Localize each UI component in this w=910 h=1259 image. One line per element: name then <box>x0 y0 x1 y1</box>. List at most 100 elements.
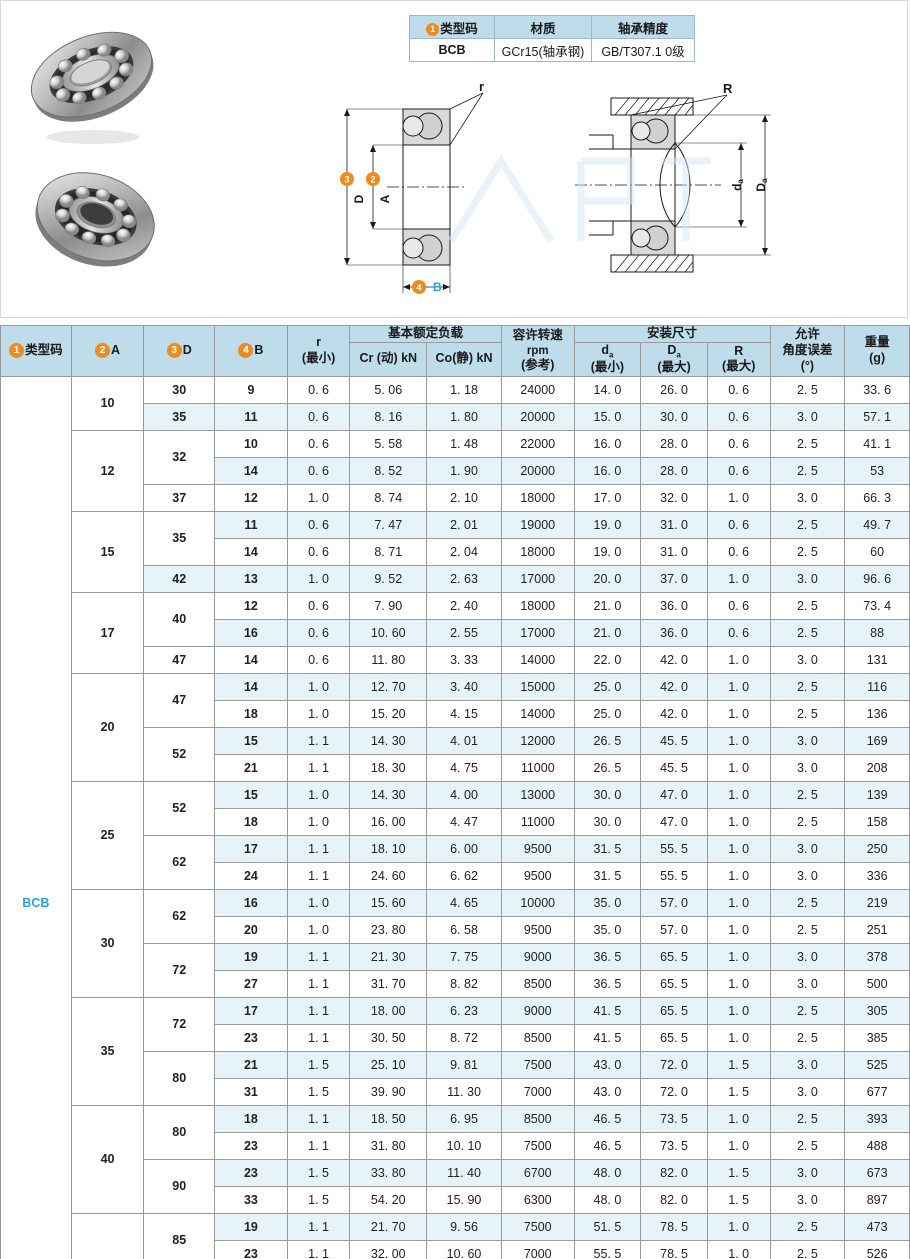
header-type-code: 1 类型码 <box>0 325 72 377</box>
header-mounting-group: 安装尺寸 <box>573 325 771 343</box>
cell-R: 0. 6 <box>706 510 771 539</box>
cell-angle: 2. 5 <box>769 456 846 485</box>
cell-D: 72 <box>143 942 216 998</box>
header-weight: 重量 (g) <box>844 325 910 377</box>
cell-Da: 73. 5 <box>640 1131 708 1160</box>
cell-Da: 42. 0 <box>640 672 708 701</box>
cell-da: 14. 0 <box>573 375 642 404</box>
cell-A: 25 <box>70 780 145 890</box>
spec-summary-table: 1 类型码 材质 轴承精度 BCB GCr15(轴承钢) GB/T307.1 0级 <box>409 15 695 62</box>
cell-R: 1. 0 <box>706 780 771 809</box>
cell-R: 1. 0 <box>706 699 771 728</box>
cell-B: 15 <box>214 780 288 809</box>
cell-da: 21. 0 <box>573 591 642 620</box>
cell-R: 1. 5 <box>706 1158 771 1187</box>
cell-rpm: 11000 <box>500 753 575 782</box>
cell-Cr: 11. 80 <box>349 645 428 674</box>
diagram-label-B: 4 B <box>412 280 442 294</box>
table-row: 20 47 14 1. 0 12. 70 3. 40 15000 25. 0 42. 0 1. 0… <box>1 672 910 782</box>
cell-rpm: 18000 <box>500 483 575 512</box>
cell-angle: 2. 5 <box>769 618 846 647</box>
cell-angle: 2. 5 <box>769 672 846 701</box>
cell-r: 0. 6 <box>286 429 351 458</box>
cell-D: 85 <box>143 1212 216 1259</box>
cell-Cr: 8. 52 <box>349 456 428 485</box>
cell-Da: 31. 0 <box>640 510 708 539</box>
badge-1-icon: 1 <box>426 22 440 36</box>
table-row: 21 1. 1 18. 30 4. 75 11000 26. 5 45. 5 1. 0 3. 0… <box>1 753 910 782</box>
cell-Co: 8. 72 <box>426 1023 502 1052</box>
cell-Da: 47. 0 <box>640 807 708 836</box>
table-row: 16 0. 6 10. 60 2. 55 17000 21. 0 36. 0 0. 6 2. 5… <box>1 618 910 647</box>
spec-header-precision: 轴承精度 <box>591 15 695 39</box>
badge-3-icon: 3 <box>166 343 182 359</box>
cell-weight: 525 <box>844 1050 910 1079</box>
cell-R: 1. 0 <box>706 915 771 944</box>
cell-Co: 7. 75 <box>426 942 502 971</box>
diagram-label-R: R <box>723 81 733 96</box>
cell-r: 1. 1 <box>286 1239 351 1259</box>
cell-A: 20 <box>70 672 145 782</box>
svg-text:3: 3 <box>344 175 349 185</box>
cell-Co: 9. 56 <box>426 1212 502 1241</box>
cell-D: 62 <box>143 888 216 944</box>
cell-R: 1. 0 <box>706 969 771 998</box>
table-row: 52 15 1. 1 14. 30 4. 01 12000 26. 5 45. 5 1. 0 3.… <box>1 726 910 782</box>
table-header-row-2: Cr (动) kN Co(静) kN da (最小) Da (最大) R (最大… <box>1 341 910 377</box>
cell-Co: 4. 00 <box>426 780 502 809</box>
cell-Co: 1. 90 <box>426 456 502 485</box>
table-row: 18 1. 0 16. 00 4. 47 11000 30. 0 47. 0 1. 0 2. 5… <box>1 807 910 836</box>
cell-weight: 73. 4 <box>844 591 910 620</box>
cell-Cr: 32. 00 <box>349 1239 428 1259</box>
cell-B: 33 <box>214 1185 288 1214</box>
cell-weight: 250 <box>844 834 910 863</box>
cell-r: 1. 1 <box>286 1104 351 1133</box>
badge-1-icon: 1 <box>9 343 25 359</box>
cell-Cr: 15. 20 <box>349 699 428 728</box>
cell-B: 11 <box>214 510 288 539</box>
cell-da: 20. 0 <box>573 564 642 593</box>
cell-type-code: BCB <box>0 375 72 1259</box>
cell-Co: 6. 62 <box>426 861 502 890</box>
table-row: 72 19 1. 1 21. 30 7. 75 9000 36. 5 65. 5 1. 0 3. … <box>1 942 910 998</box>
cell-rpm: 17000 <box>500 564 575 593</box>
cell-Cr: 24. 60 <box>349 861 428 890</box>
cell-r: 1. 1 <box>286 861 351 890</box>
cell-angle: 2. 5 <box>769 888 846 917</box>
cell-da: 36. 5 <box>573 942 642 971</box>
cell-r: 0. 6 <box>286 591 351 620</box>
cell-angle: 3. 0 <box>769 645 846 674</box>
cell-Cr: 7. 90 <box>349 591 428 620</box>
cell-weight: 60 <box>844 537 910 566</box>
cell-rpm: 7500 <box>500 1212 575 1241</box>
cell-angle: 2. 5 <box>769 996 846 1025</box>
cell-angle: 3. 0 <box>769 1158 846 1187</box>
cell-weight: 336 <box>844 861 910 890</box>
cell-da: 22. 0 <box>573 645 642 674</box>
cell-weight: 158 <box>844 807 910 836</box>
cell-R: 0. 6 <box>706 375 771 404</box>
cell-angle: 2. 5 <box>769 591 846 620</box>
table-row: 37 12 1. 0 8. 74 2. 10 18000 17. 0 32. 0 1. 0 3. … <box>1 483 910 512</box>
cell-rpm: 9500 <box>500 861 575 890</box>
cell-da: 55. 5 <box>573 1239 642 1259</box>
svg-text:A: A <box>378 194 392 203</box>
cell-Cr: 5. 06 <box>349 375 428 404</box>
cell-Co: 2. 01 <box>426 510 502 539</box>
cell-rpm: 13000 <box>500 780 575 809</box>
cell-rpm: 9500 <box>500 915 575 944</box>
cell-rpm: 14000 <box>500 699 575 728</box>
table-row: 35 11 0. 6 8. 16 1. 80 20000 15. 0 30. 0 0. 6 3. … <box>1 402 910 431</box>
cell-rpm: 11000 <box>500 807 575 836</box>
cell-weight: 897 <box>844 1185 910 1214</box>
cell-angle: 3. 0 <box>769 402 846 431</box>
cell-A: 45 <box>70 1212 145 1259</box>
header-basic-load-group: 基本额定负载 <box>349 325 502 343</box>
cell-r: 1. 5 <box>286 1185 351 1214</box>
svg-text:2: 2 <box>370 175 375 185</box>
cell-angle: 3. 0 <box>769 942 846 971</box>
cell-weight: 131 <box>844 645 910 674</box>
